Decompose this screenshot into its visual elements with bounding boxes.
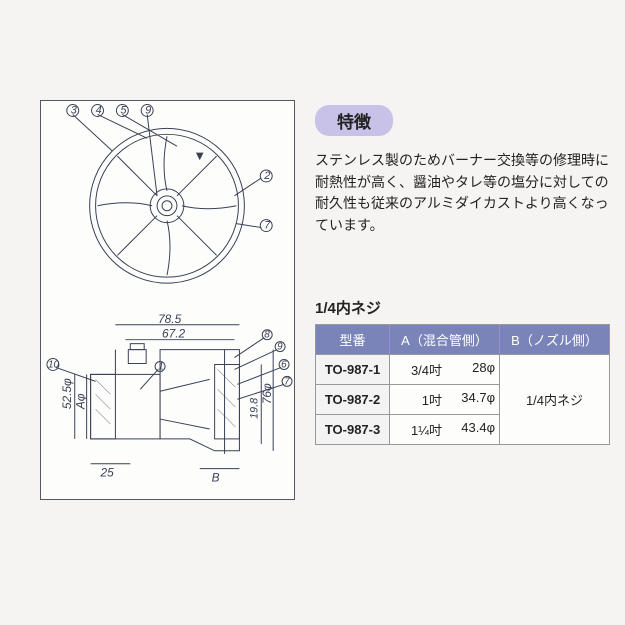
- callout: 9: [145, 104, 151, 116]
- cell-a: 1¼吋43.4φ: [390, 414, 500, 444]
- svg-text:25: 25: [100, 466, 115, 480]
- technical-diagram: 3 4 5 9 2 7 78.5: [40, 100, 295, 500]
- cell-a: 3/4吋28φ: [390, 354, 500, 384]
- svg-text:B: B: [212, 471, 220, 485]
- feature-body: ステンレス製のためバーナー交換等の修理時に耐熱性が高く、醤油やタレ等の塩分に対し…: [315, 150, 610, 237]
- svg-text:76φ: 76φ: [260, 383, 274, 404]
- svg-text:9: 9: [277, 342, 283, 353]
- svg-text:Aφ: Aφ: [74, 393, 88, 410]
- table-row: TO-987-1 3/4吋28φ 1/4内ネジ: [316, 354, 610, 384]
- cell-model: TO-987-2: [316, 384, 390, 414]
- cell-model: TO-987-1: [316, 354, 390, 384]
- svg-text:7: 7: [284, 376, 290, 387]
- spec-table: 型番 A（混合管側） B（ノズル側） TO-987-1 3/4吋28φ 1/4内…: [315, 324, 610, 445]
- svg-text:19.8: 19.8: [248, 398, 260, 419]
- feature-heading: 特徴: [315, 105, 393, 136]
- th-b: B（ノズル側）: [500, 324, 610, 354]
- diagram-svg: 3 4 5 9 2 7 78.5: [41, 101, 294, 499]
- svg-text:67.2: 67.2: [162, 327, 186, 341]
- table-title: 1/4内ネジ: [315, 297, 610, 318]
- svg-text:52.5φ: 52.5φ: [60, 378, 74, 409]
- th-model: 型番: [316, 324, 390, 354]
- callout: 2: [263, 170, 270, 182]
- svg-text:1: 1: [158, 361, 164, 372]
- cell-a: 1吋34.7φ: [390, 384, 500, 414]
- callout: 4: [96, 104, 102, 116]
- svg-text:10: 10: [48, 359, 60, 370]
- svg-text:78.5: 78.5: [158, 312, 182, 326]
- svg-text:8: 8: [264, 330, 270, 341]
- cell-model: TO-987-3: [316, 414, 390, 444]
- svg-text:6: 6: [281, 359, 287, 370]
- callout: 3: [71, 104, 77, 116]
- th-a: A（混合管側）: [390, 324, 500, 354]
- cell-b: 1/4内ネジ: [500, 354, 610, 444]
